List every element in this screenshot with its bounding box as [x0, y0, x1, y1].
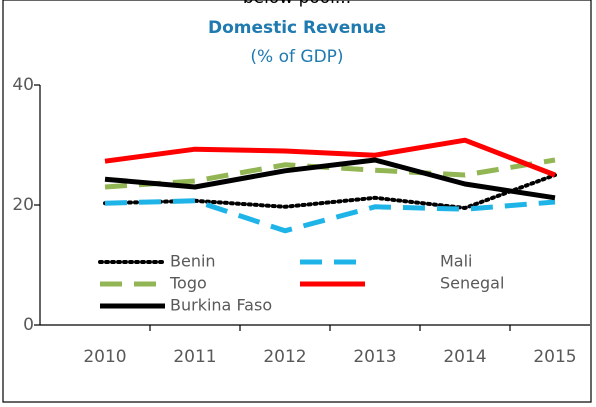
y-tick-label: 20 — [12, 195, 34, 215]
chart-subtitle: (% of GDP) — [250, 47, 343, 67]
x-tick-label: 2013 — [353, 347, 396, 367]
x-tick-label: 2015 — [533, 347, 576, 367]
y-tick-label: 40 — [12, 75, 34, 95]
x-tick-label: 2011 — [173, 347, 216, 367]
series-line — [104, 157, 556, 201]
series-line — [104, 157, 556, 190]
series-line — [104, 137, 556, 178]
legend-label: Mali — [440, 252, 473, 271]
x-tick-label: 2012 — [263, 347, 306, 367]
x-tick-label: 2014 — [443, 347, 486, 367]
caption: below pool... — [243, 0, 351, 8]
legend-label: Togo — [169, 274, 207, 293]
series-line — [104, 198, 556, 234]
legend-label: Burkina Faso — [170, 296, 272, 315]
x-tick-label: 2010 — [83, 347, 126, 367]
legend-label: Senegal — [440, 274, 504, 293]
legend-label: Benin — [170, 252, 216, 271]
series-line — [103, 173, 557, 210]
chart-title: Domestic Revenue — [208, 18, 386, 38]
y-tick-label: 0 — [23, 315, 34, 335]
